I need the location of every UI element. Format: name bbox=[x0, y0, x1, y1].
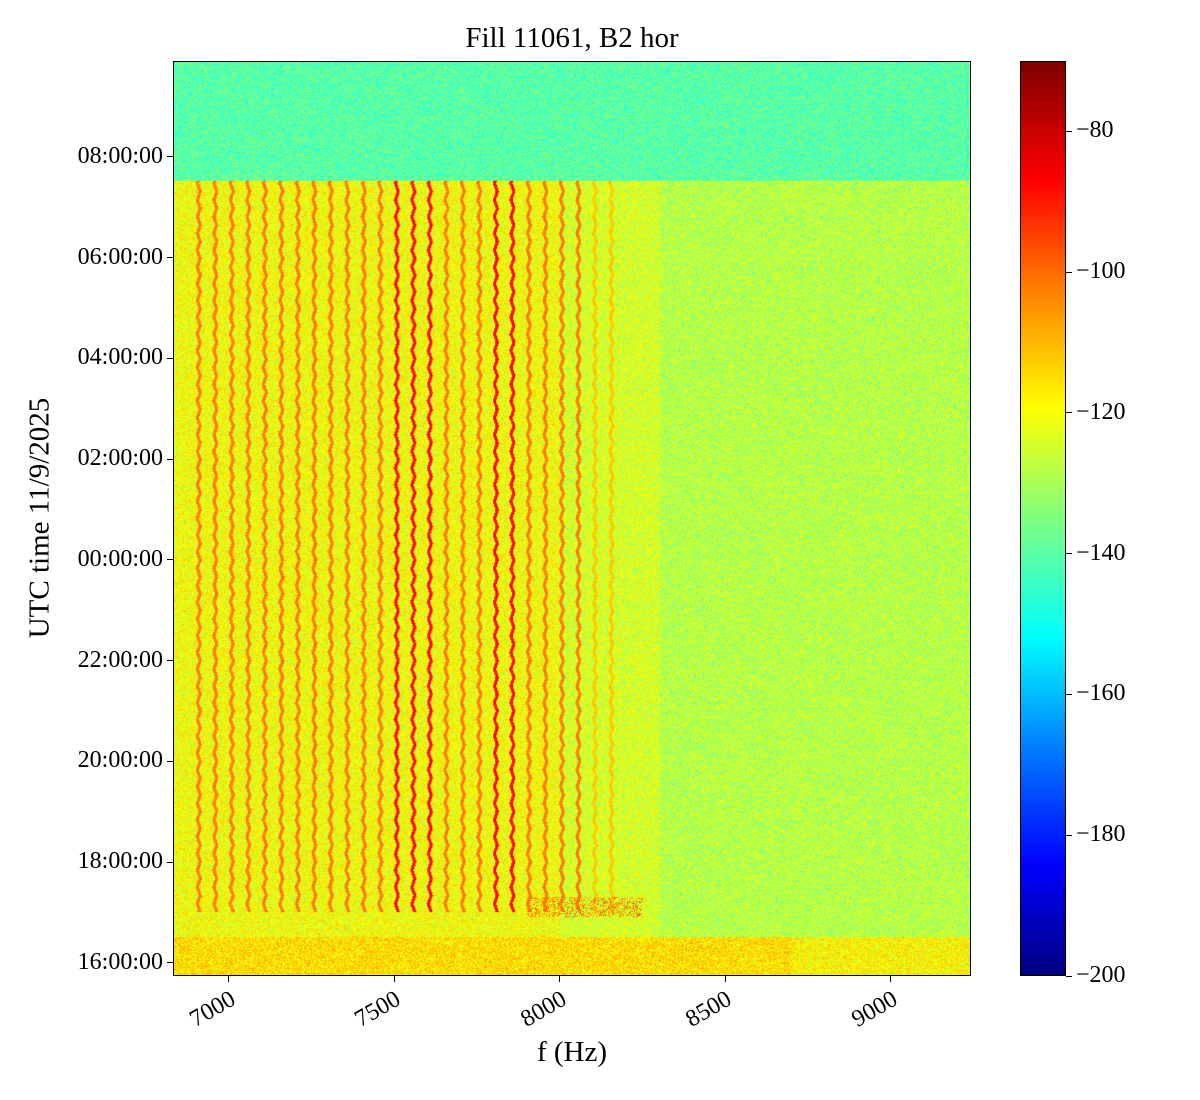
y-tick-label: 16:00:00 bbox=[77, 948, 163, 975]
y-tick-label: 08:00:00 bbox=[77, 142, 163, 169]
colorbar-tick-label: −80 bbox=[1076, 117, 1114, 144]
y-tick bbox=[167, 760, 173, 762]
y-tick bbox=[167, 257, 173, 258]
y-axis-label: UTC time 11/9/2025 bbox=[23, 397, 56, 639]
y-tick bbox=[167, 660, 173, 662]
x-tick bbox=[559, 976, 561, 982]
colorbar-tick bbox=[1066, 271, 1072, 273]
colorbar-tick-label: −140 bbox=[1076, 539, 1126, 566]
spectrogram-plot-area bbox=[173, 61, 971, 976]
x-tick bbox=[228, 976, 230, 982]
colorbar-tick bbox=[1066, 975, 1072, 977]
y-tick-label: 22:00:00 bbox=[77, 646, 163, 673]
y-tick-label: 04:00:00 bbox=[77, 344, 163, 371]
x-tick bbox=[393, 976, 395, 982]
y-tick bbox=[167, 962, 173, 964]
colorbar bbox=[1020, 61, 1066, 976]
y-tick bbox=[167, 156, 173, 158]
x-axis-label: f (Hz) bbox=[536, 1036, 608, 1068]
colorbar-tick bbox=[1066, 412, 1072, 414]
colorbar-tick-label: −160 bbox=[1076, 680, 1126, 707]
y-tick-label: 06:00:00 bbox=[77, 243, 163, 270]
y-tick bbox=[167, 357, 173, 359]
x-tick bbox=[890, 976, 892, 982]
y-tick bbox=[167, 458, 173, 460]
colorbar-tick bbox=[1066, 693, 1072, 695]
x-tick bbox=[724, 976, 726, 982]
spectrogram-heatmap bbox=[174, 62, 970, 975]
colorbar-tick bbox=[1066, 553, 1072, 555]
y-tick-label: 02:00:00 bbox=[77, 445, 163, 472]
colorbar-tick bbox=[1066, 834, 1072, 836]
chart-title: Fill 11061, B2 hor bbox=[465, 22, 679, 54]
y-tick-label: 00:00:00 bbox=[77, 545, 163, 572]
colorbar-tick-label: −180 bbox=[1076, 821, 1126, 848]
colorbar-tick-label: −120 bbox=[1076, 398, 1126, 425]
y-tick bbox=[167, 559, 173, 561]
colorbar-tick-label: −100 bbox=[1076, 258, 1126, 285]
y-tick-label: 20:00:00 bbox=[77, 747, 163, 774]
y-tick bbox=[167, 861, 173, 863]
colorbar-tick bbox=[1066, 130, 1072, 132]
y-tick-label: 18:00:00 bbox=[77, 848, 163, 875]
colorbar-tick-label: −200 bbox=[1076, 962, 1126, 988]
